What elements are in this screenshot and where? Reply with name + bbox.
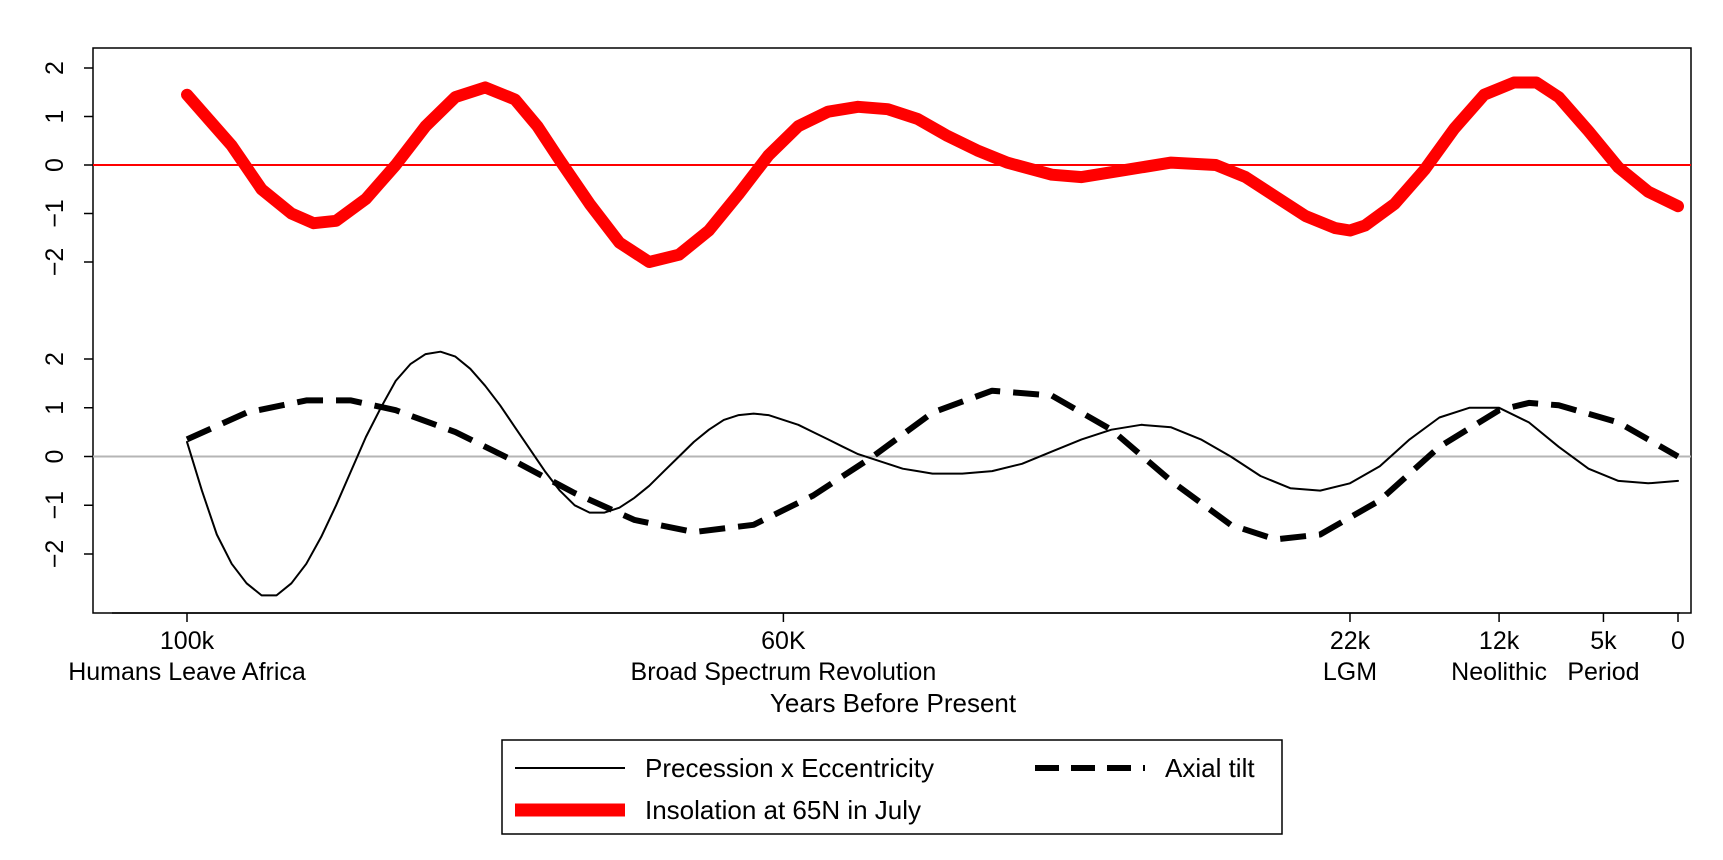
legend: Precession x Eccentricity Axial tilt Ins… [501,739,1283,835]
y-tick-label-panel-2: 0 [41,450,69,464]
x-tick-label: 22k [1330,627,1371,655]
x-axis: 100k Humans Leave Africa 60K Broad Spectrum… [68,612,1685,686]
x-tick-label: 5k [1590,627,1617,655]
x-tick-label: 12k [1479,627,1520,655]
x-tick-label: 100k [160,627,215,655]
series-line-insolation-at-65n-in-july [181,76,1684,268]
x-tick-sublabel: LGM [1323,658,1377,686]
y-tick-label-panel-2: −1 [41,491,69,520]
x-tick-label: 60K [761,627,806,655]
y-tick-label-panel-1: 2 [41,61,69,75]
y-tick-label-panel-1: −1 [41,199,69,228]
x-axis-title: Years Before Present [770,688,1017,718]
y-tick-label-panel-2: 2 [41,352,69,366]
legend-label-axial-tilt: Axial tilt [1165,753,1255,783]
x-tick-label: 0 [1671,627,1685,655]
legend-box [501,739,1283,835]
y-tick-label-panel-1: −2 [41,248,69,277]
series-line-precession-x-eccentricity [186,350,1679,597]
x-tick-sublabel: Neolithic [1451,658,1547,686]
x-tick-sublabel: Broad Spectrum Revolution [631,658,937,686]
series-layer [181,76,1684,597]
y-tick-label-panel-1: 0 [41,158,69,172]
legend-label-precession: Precession x Eccentricity [645,753,934,783]
y-tick-label-panel-2: 1 [41,401,69,415]
series-line-axial-tilt [185,387,1680,543]
x-tick-sublabel: Period [1567,658,1639,686]
y-axis: 2 1 0 −1 −2 2 1 0 −1 −2 [41,61,93,568]
legend-label-insolation: Insolation at 65N in July [645,795,921,825]
x-tick-sublabel: Humans Leave Africa [68,658,306,686]
y-tick-label-panel-1: 1 [41,110,69,124]
y-tick-label-panel-2: −2 [41,540,69,569]
